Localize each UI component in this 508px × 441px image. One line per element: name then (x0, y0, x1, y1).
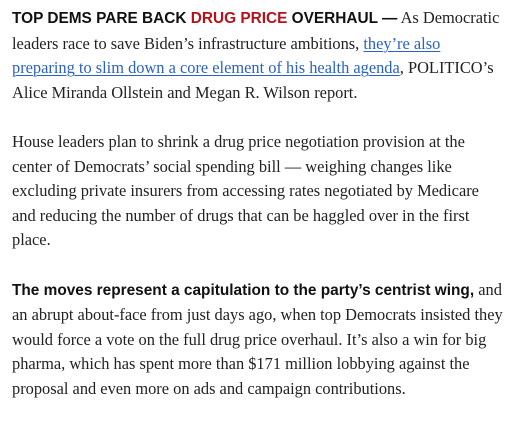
paragraph-centrist-wing: The moves represent a capitulation to th… (12, 278, 504, 402)
paragraph-house-leaders: House leaders plan to shrink a drug pric… (12, 131, 479, 250)
headline-kicker: TOP DEMS PARE BACK DRUG PRICE OVERHAUL — (12, 10, 397, 27)
paragraph-lead: TOP DEMS PARE BACK DRUG PRICE OVERHAUL —… (12, 6, 504, 105)
paragraph-centrist-text: and an abrupt about-face from just days … (12, 279, 503, 398)
story-link[interactable]: they’re also preparing to slim down a co… (12, 33, 441, 78)
headline-kicker-highlight: DRUG PRICE (190, 10, 288, 27)
paragraph-lead-byline: , POLITICO’s Alice Miranda Ollstein and … (12, 58, 494, 102)
headline-kicker-end: OVERHAUL — (287, 10, 398, 27)
headline-kicker-start: TOP DEMS PARE BACK (12, 10, 191, 27)
paragraph-bold-lead: The moves represent a capitulation to th… (12, 281, 475, 299)
paragraph-lead-text: As Democratic leaders race to save Biden… (12, 8, 500, 53)
